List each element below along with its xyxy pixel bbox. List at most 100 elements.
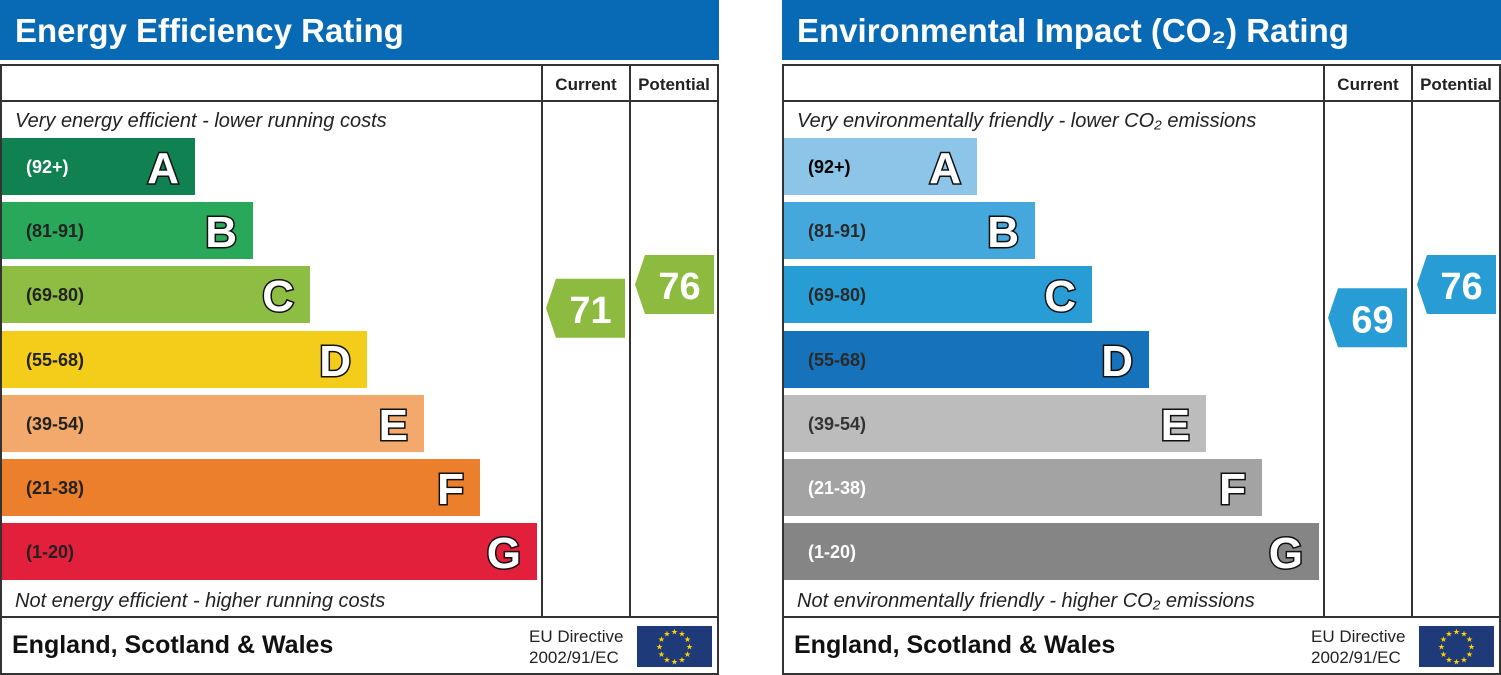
top-note: Very energy efficient - lower running co… (15, 110, 387, 132)
column-header-current: Current (1337, 75, 1399, 94)
eu-star: ★ (1453, 658, 1460, 667)
band-b: (81-91) B (784, 202, 1035, 259)
band-bar-c (784, 266, 1092, 323)
potential-arrow-shape (635, 255, 714, 314)
eu-star: ★ (1440, 650, 1447, 659)
band-letter: C (262, 272, 294, 321)
environmental-impact-chart: Environmental Impact (CO₂) Rating Current… (782, 0, 1501, 675)
eu-star: ★ (658, 635, 665, 644)
band-f: (21-38) F (2, 459, 480, 516)
band-bar-a (2, 138, 195, 195)
potential-rating-value: 76 (1440, 266, 1482, 308)
band-bar-c (2, 266, 310, 323)
current-rating-value: 71 (569, 290, 611, 332)
band-letter: G (487, 529, 521, 578)
band-a: (92+) A (2, 138, 195, 195)
eu-flag-icon: ★ ★★★★★★★★★★★ (1419, 626, 1494, 667)
band-g: (1-20) G (2, 523, 537, 580)
band-range: (55-68) (808, 350, 866, 370)
band-range: (92+) (26, 157, 69, 177)
eu-star: ★ (684, 650, 691, 659)
band-range: (55-68) (26, 350, 84, 370)
band-bar-e (784, 395, 1206, 452)
footer-country: England, Scotland & Wales (12, 631, 333, 659)
chart-title: Energy Efficiency Rating (15, 12, 404, 49)
rating-chart-svg: Environmental Impact (CO₂) Rating Current… (782, 0, 1501, 675)
band-letter: F (1219, 465, 1246, 514)
band-d: (55-68) D (2, 331, 367, 388)
current-arrow-shape (1328, 288, 1407, 348)
eu-star: ★ (663, 655, 670, 664)
band-bar-e (2, 395, 424, 452)
band-range: (81-91) (26, 221, 84, 241)
band-range: (69-80) (808, 285, 866, 305)
band-letter: A (929, 144, 961, 193)
eu-star: ★ (684, 635, 691, 644)
eu-star: ★ (678, 630, 685, 639)
eu-star: ★ (1468, 643, 1475, 652)
eu-flag-icon: ★ ★★★★★★★★★★★ (637, 626, 712, 667)
band-letter: G (1269, 529, 1303, 578)
eu-directive-line1: EU Directive (529, 627, 623, 646)
eu-star: ★ (1445, 655, 1452, 664)
band-range: (39-54) (808, 414, 866, 434)
band-letter: C (1044, 272, 1076, 321)
eu-directive-line1: EU Directive (1311, 627, 1405, 646)
band-bar-b (2, 202, 253, 259)
chart-title: Environmental Impact (CO₂) Rating (797, 12, 1349, 49)
eu-star: ★ (1440, 635, 1447, 644)
potential-arrow-shape (1417, 255, 1496, 314)
potential-rating-arrow: 76 (635, 255, 714, 314)
band-f: (21-38) F (784, 459, 1262, 516)
energy-efficiency-chart: Energy Efficiency Rating Current Potential… (0, 0, 719, 675)
band-bar-f (784, 459, 1262, 516)
band-letter: A (147, 144, 179, 193)
band-letter: F (437, 465, 464, 514)
current-arrow-shape (546, 278, 625, 338)
band-c: (69-80) C (2, 266, 310, 323)
eu-star: ★ (1445, 630, 1452, 639)
eu-star: ★ (658, 650, 665, 659)
band-range: (39-54) (26, 414, 84, 434)
eu-star: ★ (1466, 650, 1473, 659)
eu-directive-line2: 2002/91/EC (1311, 648, 1401, 667)
band-bar-a (784, 138, 977, 195)
chart-header (0, 0, 719, 60)
eu-star: ★ (671, 628, 678, 637)
band-g: (1-20) G (784, 523, 1319, 580)
band-e: (39-54) E (2, 395, 424, 452)
eu-star: ★ (1466, 635, 1473, 644)
eu-star: ★ (656, 643, 663, 652)
band-range: (81-91) (808, 221, 866, 241)
top-note: Very environmentally friendly - lower CO… (797, 110, 1256, 132)
bottom-note: Not environmentally friendly - higher CO… (797, 590, 1255, 612)
column-header-potential: Potential (1420, 75, 1492, 94)
band-letter: E (1161, 401, 1190, 450)
band-letter: D (319, 337, 351, 386)
current-rating-arrow: 71 (546, 278, 625, 338)
potential-rating-value: 76 (658, 266, 700, 308)
band-bar-d (784, 331, 1149, 388)
eu-directive-line2: 2002/91/EC (529, 648, 619, 667)
eu-star: ★ (686, 643, 693, 652)
potential-rating-arrow: 76 (1417, 255, 1496, 314)
band-bar-g (2, 523, 537, 580)
band-b: (81-91) B (2, 202, 253, 259)
band-range: (69-80) (26, 285, 84, 305)
column-header-potential: Potential (638, 75, 710, 94)
current-rating-value: 69 (1351, 299, 1393, 341)
column-header-current: Current (555, 75, 617, 94)
band-a: (92+) A (784, 138, 977, 195)
band-range: (21-38) (808, 478, 866, 498)
eu-star: ★ (1460, 655, 1467, 664)
footer-country: England, Scotland & Wales (794, 631, 1115, 659)
eu-star: ★ (1438, 643, 1445, 652)
eu-star: ★ (671, 658, 678, 667)
chart-header (782, 0, 1501, 60)
band-bar-d (2, 331, 367, 388)
band-range: (1-20) (808, 542, 856, 562)
eu-star: ★ (663, 630, 670, 639)
eu-star: ★ (678, 655, 685, 664)
rating-chart-svg: Energy Efficiency Rating Current Potential… (0, 0, 719, 675)
band-letter: D (1101, 337, 1133, 386)
